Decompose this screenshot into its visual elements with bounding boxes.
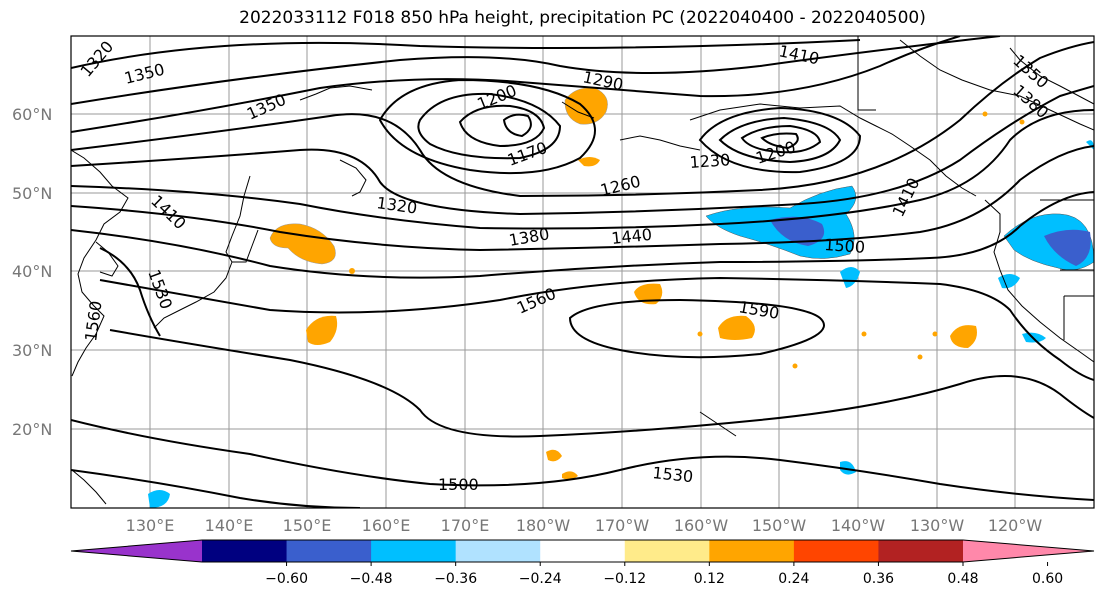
colorbar-box [624, 540, 710, 562]
precip-dot [932, 331, 938, 337]
height-contours [71, 36, 1094, 508]
precip-dot [1019, 119, 1025, 125]
precip-patch-positive [306, 315, 338, 345]
lon-label: 140°E [205, 516, 254, 535]
coastlines [71, 36, 1094, 505]
colorbar-box [878, 540, 964, 562]
contour-label: 1230 [689, 150, 731, 172]
precip-patch-negative [1086, 140, 1094, 150]
lat-label: 50°N [12, 184, 52, 203]
colorbar-tick-label: −0.48 [350, 571, 393, 587]
contour-label: 1530 [652, 463, 694, 486]
precip-dot [697, 331, 703, 337]
precip-patch-positive [950, 325, 977, 348]
precip-dot [861, 331, 867, 337]
lon-label: 160°W [674, 516, 729, 535]
precip-dot [792, 363, 798, 369]
lon-label: 170°E [441, 516, 490, 535]
colorbar: −0.60 −0.48 −0.36 −0.24 −0.12 0.12 0.24 0.36 0.4… [70, 539, 1095, 587]
precip-patch-negative [840, 267, 860, 288]
colorbar-box [286, 540, 372, 562]
precip-patch-positive [564, 87, 608, 125]
colorbar-box [371, 540, 457, 562]
precip-dot [349, 268, 355, 274]
precip-patch-negative [1044, 229, 1091, 266]
precip-dot [917, 354, 923, 360]
colorbar-tick-label: −0.12 [603, 571, 646, 587]
longitude-labels: 130°E 140°E 150°E 160°E 170°E 180°W 170°… [126, 516, 1043, 535]
precip-patch-positive [562, 471, 578, 480]
lon-label: 150°E [283, 516, 332, 535]
colorbar-tick-label: 0.12 [694, 571, 725, 587]
colorbar-extend-low [71, 540, 202, 562]
lon-label: 150°W [752, 516, 807, 535]
lat-label: 60°N [12, 105, 52, 124]
colorbar-box [202, 540, 288, 562]
colorbar-tick-label: −0.24 [519, 571, 562, 587]
colorbar-tick-label: 0.36 [863, 571, 894, 587]
colorbar-tick-label: 0.60 [1032, 571, 1063, 587]
colorbar-box [793, 540, 879, 562]
colorbar-tick-label: −0.36 [434, 571, 477, 587]
contour-label: 1500 [824, 235, 866, 257]
lat-label: 40°N [12, 262, 52, 281]
precip-patch-positive [546, 449, 562, 462]
colorbar-box [540, 540, 626, 562]
lon-label: 180°W [516, 516, 571, 535]
colorbar-outline [70, 539, 1095, 563]
precip-dot [982, 111, 988, 117]
lon-label: 130°E [126, 516, 175, 535]
lon-label: 130°W [910, 516, 965, 535]
lon-label: 140°W [831, 516, 886, 535]
lat-label: 20°N [12, 420, 52, 439]
colorbar-tick-label: 0.24 [778, 571, 809, 587]
colorbar-tick-label: 0.48 [947, 571, 978, 587]
precip-patch-negative [770, 216, 825, 246]
lon-label: 120°W [988, 516, 1043, 535]
colorbar-box [709, 540, 795, 562]
map-frame [70, 35, 1095, 509]
precip-patch-negative [148, 490, 170, 508]
colorbar-tick-label: −0.60 [265, 571, 308, 587]
precip-patch-positive [634, 283, 663, 305]
precip-patch-positive [578, 157, 600, 167]
precip-shading [148, 87, 1094, 508]
chart-title: 2022033112 F018 850 hPa height, precipit… [239, 8, 926, 28]
lon-label: 170°W [595, 516, 650, 535]
lat-label: 30°N [12, 341, 52, 360]
colorbar-box [455, 540, 541, 562]
contour-label: 1500 [438, 475, 479, 494]
colorbar-extend-high [963, 540, 1094, 562]
contour-label: 1440 [610, 225, 652, 248]
precip-patch-negative [840, 461, 856, 475]
lon-label: 160°E [362, 516, 411, 535]
precip-patch-positive [718, 315, 755, 340]
latitude-labels: 60°N 50°N 40°N 30°N 20°N [12, 105, 52, 439]
